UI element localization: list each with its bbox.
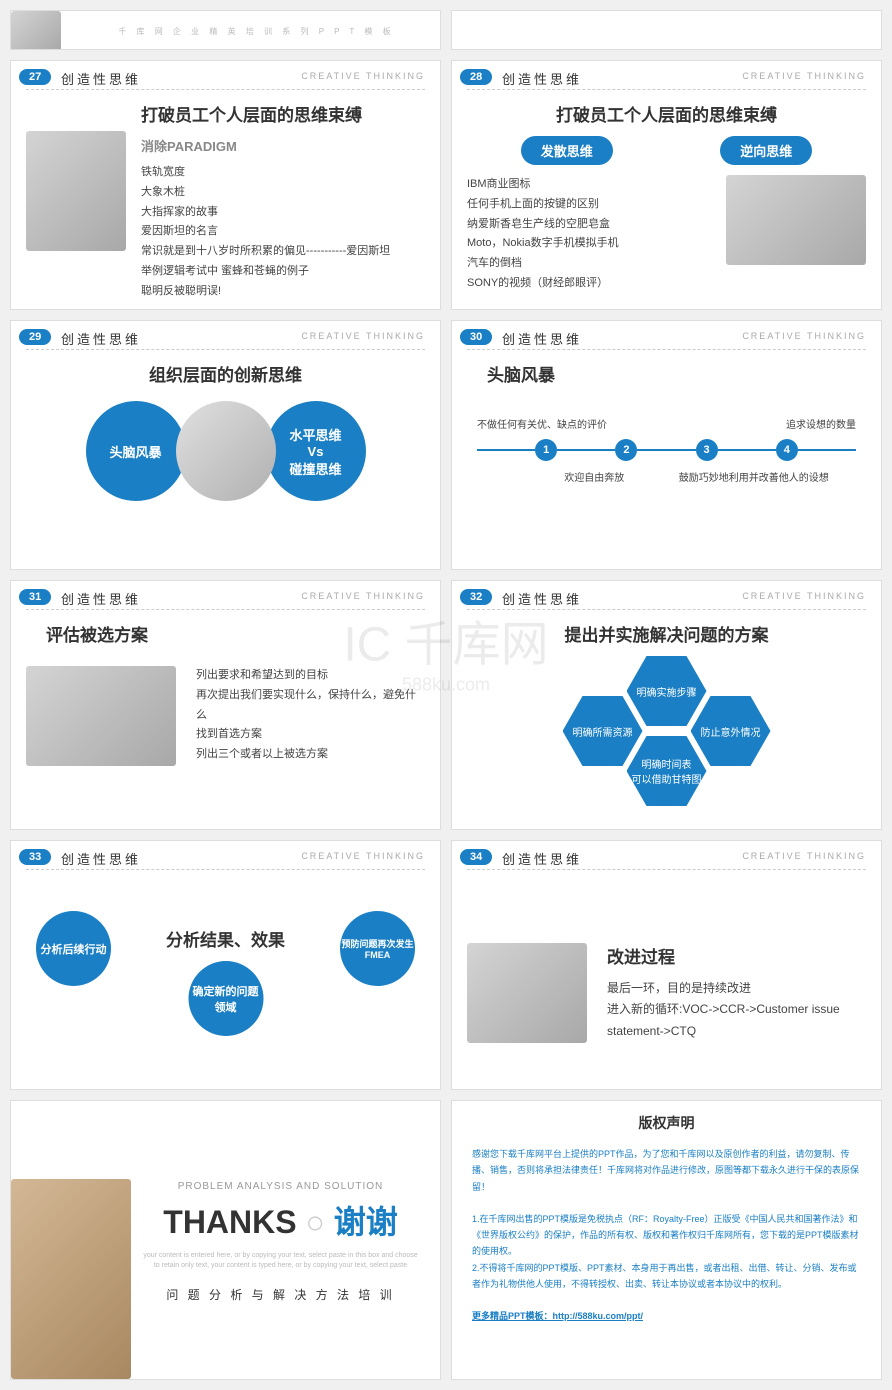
slide-30: 30 创造性思维 CREATIVE THINKING 头脑风暴 不做任何有关优、… xyxy=(451,320,882,570)
slide-header-right xyxy=(451,10,882,50)
slide-33: 33 创造性思维 CREATIVE THINKING 分析结果、效果 分析后续行… xyxy=(10,840,441,1090)
pill-divergent: 发散思维 xyxy=(521,136,613,165)
slide-thanks: PROBLEM ANALYSIS AND SOLUTION THANKS ○ 谢… xyxy=(10,1100,441,1380)
copyright-link[interactable]: 更多精品PPT模板：http://588ku.com/ppt/ xyxy=(472,1308,861,1324)
copyright-title: 版权声明 xyxy=(472,1111,861,1136)
circle-image xyxy=(176,401,276,501)
slide-image xyxy=(26,666,176,766)
slide-27: 27 创造性思维 CREATIVE THINKING 打破员工个人层面的思维束缚… xyxy=(10,60,441,310)
slide-header-left: 千 库 网 企 业 精 英 培 训 系 列 P P T 模 板 xyxy=(10,10,441,50)
slide-copyright: 版权声明 感谢您下载千库网平台上提供的PPT作品，为了您和千库网以及原创作者的利… xyxy=(451,1100,882,1380)
category-eng: CREATIVE THINKING xyxy=(301,71,425,81)
slide-31: 31 创造性思维 CREATIVE THINKING 评估被选方案 列出要求和希… xyxy=(10,580,441,830)
category-label: 创造性思维 xyxy=(61,69,141,88)
slide-32: 32 创造性思维 CREATIVE THINKING 提出并实施解决问题的方案 … xyxy=(451,580,882,830)
slide-28: 28 创造性思维 CREATIVE THINKING 打破员工个人层面的思维束缚… xyxy=(451,60,882,310)
circle-fmea: 预防问题再次发生 FMEA xyxy=(340,911,415,986)
slide-29: 29 创造性思维 CREATIVE THINKING 组织层面的创新思维 头脑风… xyxy=(10,320,441,570)
slide-34: 34 创造性思维 CREATIVE THINKING 改进过程 最后一环，目的是… xyxy=(451,840,882,1090)
circle-new: 确定新的问题 领域 xyxy=(188,961,263,1036)
slide-image xyxy=(726,175,866,265)
hex-3: 防止意外情况 xyxy=(691,696,771,766)
circle-brainstorm: 头脑风暴 xyxy=(86,401,186,501)
circle-lateral: 水平思维 Vs 碰撞思维 xyxy=(266,401,366,501)
slide-number: 27 xyxy=(19,69,51,85)
bullet-list: 铁轨宽度大象木桩大指挥家的故事爱因斯坦的名言常识就是到十八岁时所积累的偏见---… xyxy=(141,163,425,302)
slide-grid: 千 库 网 企 业 精 英 培 训 系 列 P P T 模 板 27 创造性思维… xyxy=(10,10,882,1380)
slide-image xyxy=(467,943,587,1043)
hex-2: 明确所需资源 xyxy=(563,696,643,766)
hex-1: 明确实施步骤 xyxy=(627,656,707,726)
hex-4: 明确时间表 可以借助甘特图 xyxy=(627,736,707,806)
pill-reverse: 逆向思维 xyxy=(720,136,812,165)
slide-image xyxy=(26,131,126,251)
circle-action: 分析后续行动 xyxy=(36,911,111,986)
